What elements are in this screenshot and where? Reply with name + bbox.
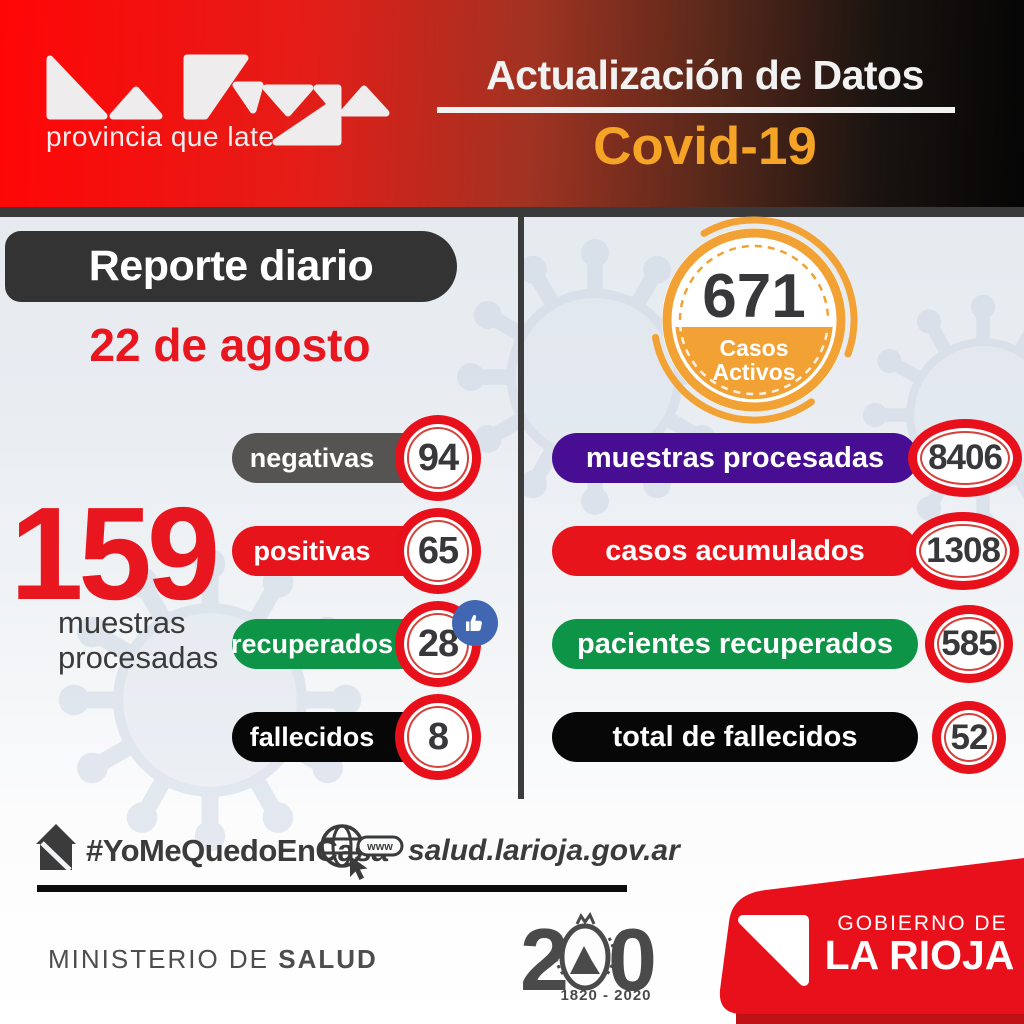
total-badge-fallecidos: 52 xyxy=(932,701,1006,774)
active-cases-label-1: Casos xyxy=(719,335,788,361)
daily-badge-positivas: 65 xyxy=(395,508,481,594)
daily-samples-value: 159 xyxy=(10,480,220,627)
total-badge-recuperados: 585 xyxy=(925,605,1013,683)
report-title-pill: Reporte diario xyxy=(5,231,457,302)
header-banner: provincia que late Actualización de Dato… xyxy=(0,0,1024,207)
active-cases-circle: 671 Casos Activos xyxy=(652,216,858,424)
gov-triangle-logo xyxy=(738,915,809,986)
anniversary-emblem xyxy=(554,912,616,991)
ministry-label: MINISTERIO DE SALUD xyxy=(48,944,378,975)
ministry-bold: SALUD xyxy=(278,944,378,974)
virus-watermark xyxy=(848,280,1024,550)
anniversary-200-logo: 2 0 1820 - 2020 xyxy=(520,912,657,1007)
ministry-light: MINISTERIO DE xyxy=(48,944,270,974)
total-badge-acumulados: 1308 xyxy=(907,512,1019,590)
total-badge-muestras: 8406 xyxy=(908,419,1022,497)
gov-label-line1: GOBIERNO DE xyxy=(837,912,1008,935)
cursor-icon xyxy=(350,856,368,880)
website-url: salud.larioja.gov.ar xyxy=(408,834,680,867)
covid-subtitle: Covid-19 xyxy=(593,117,817,176)
report-date: 22 de agosto xyxy=(89,319,371,371)
daily-badge-fallecidos: 8 xyxy=(395,694,481,780)
header-separator-bar xyxy=(0,207,1024,217)
total-row-fallecidos: total de fallecidos xyxy=(552,712,918,762)
title-underline xyxy=(437,107,955,113)
logo-tagline: provincia que late xyxy=(46,121,275,152)
thumbs-up-icon xyxy=(452,600,498,646)
daily-samples-label: muestras procesadas xyxy=(58,605,219,675)
house-icon xyxy=(36,824,76,872)
globe-www-icon: www xyxy=(320,824,404,880)
government-badge xyxy=(719,858,1024,1024)
anniversary-digit-0: 0 xyxy=(608,912,657,1007)
total-row-recuperados: pacientes recuperados xyxy=(552,619,918,669)
svg-text:www: www xyxy=(366,841,393,853)
report-title: Reporte diario xyxy=(88,242,374,290)
la-rioja-logo xyxy=(46,54,390,146)
active-cases-value: 671 xyxy=(702,262,805,331)
total-row-acumulados: casos acumulados xyxy=(552,526,918,576)
page-title: Actualización de Datos xyxy=(486,52,924,98)
footer-divider-line xyxy=(37,885,627,892)
daily-badge-negativas: 94 xyxy=(395,415,481,501)
gov-label-line2: LA RIOJA xyxy=(824,932,1015,978)
active-cases-label-2: Activos xyxy=(712,359,795,385)
total-row-muestras: muestras procesadas xyxy=(552,433,918,483)
anniversary-years: 1820 - 2020 xyxy=(560,987,651,1004)
panel-divider xyxy=(518,217,524,799)
